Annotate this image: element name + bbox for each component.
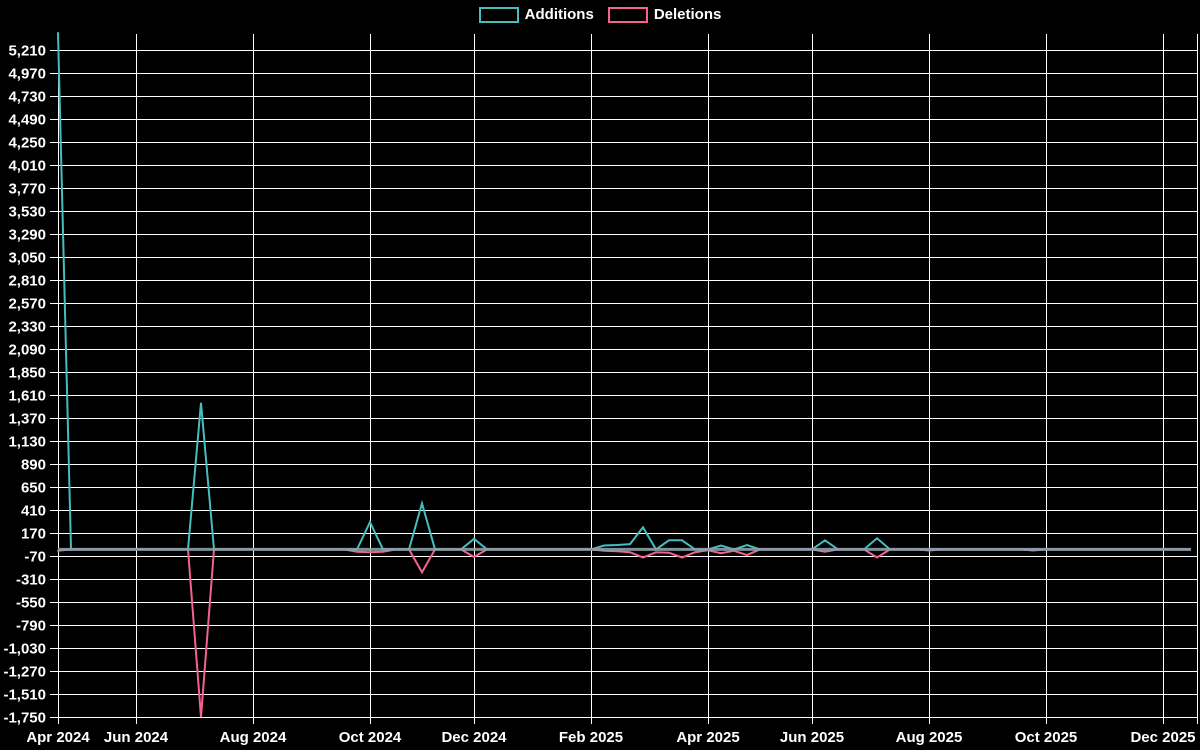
- y-axis-tick-label: 4,010: [8, 158, 46, 175]
- y-axis-tick-label: 650: [21, 480, 46, 497]
- x-axis-tick-label: Oct 2024: [339, 729, 402, 746]
- x-axis-tick-label: Oct 2025: [1015, 729, 1078, 746]
- y-axis-tick-label: 410: [21, 503, 46, 520]
- x-axis-tick-label: Jun 2025: [780, 729, 844, 746]
- x-axis-tick-label: Apr 2024: [26, 729, 90, 746]
- y-axis-tick-label: 4,490: [8, 112, 46, 129]
- y-axis-tick-label: 5,210: [8, 43, 46, 60]
- y-axis-tick-label: 890: [21, 457, 46, 474]
- y-axis-tick-label: -790: [16, 618, 46, 635]
- additions-swatch-icon: [478, 7, 519, 23]
- y-axis-tick-label: 3,050: [8, 250, 46, 267]
- legend-label-deletions: Deletions: [653, 6, 722, 23]
- y-axis-tick-label: 1,130: [8, 434, 46, 451]
- y-axis-tick-label: 3,290: [8, 227, 46, 244]
- y-axis-tick-label: 4,250: [8, 135, 46, 152]
- y-axis-tick-label: -70: [24, 549, 46, 566]
- y-axis-tick-label: -1,030: [3, 641, 46, 658]
- y-axis-tick-label: 1,370: [8, 411, 46, 428]
- x-axis-tick-label: Aug 2025: [896, 729, 963, 746]
- y-axis-tick-label: 2,570: [8, 296, 46, 313]
- legend-item-deletions[interactable]: Deletions: [607, 6, 722, 23]
- x-axis-tick-label: Apr 2025: [676, 729, 739, 746]
- y-axis-tick-label: 2,810: [8, 273, 46, 290]
- y-axis-tick-label: -1,270: [3, 664, 46, 681]
- y-axis-tick-label: 2,090: [8, 342, 46, 359]
- y-axis-tick-label: 2,330: [8, 319, 46, 336]
- y-axis-tick-label: 4,970: [8, 66, 46, 83]
- chart-legend: Additions Deletions: [0, 7, 1200, 23]
- y-axis-tick-label: -1,750: [3, 710, 46, 727]
- x-axis-tick-label: Aug 2024: [220, 729, 287, 746]
- y-axis-tick-label: 3,770: [8, 181, 46, 198]
- y-axis-tick-label: 4,730: [8, 89, 46, 106]
- y-axis-tick-label: -550: [16, 595, 46, 612]
- x-axis-tick-label: Dec 2025: [1130, 729, 1195, 746]
- y-axis-tick-label: 170: [21, 526, 46, 543]
- legend-label-additions: Additions: [524, 6, 594, 23]
- x-axis-tick-label: Feb 2025: [559, 729, 623, 746]
- y-axis-tick-label: -310: [16, 572, 46, 589]
- y-axis-tick-label: -1,510: [3, 687, 46, 704]
- x-axis-tick-label: Jun 2024: [104, 729, 169, 746]
- y-axis-tick-label: 1,850: [8, 365, 46, 382]
- y-axis-tick-label: 1,610: [8, 388, 46, 405]
- deletions-swatch-icon: [607, 7, 648, 23]
- legend-item-additions[interactable]: Additions: [478, 6, 594, 23]
- y-axis-tick-label: 3,530: [8, 204, 46, 221]
- x-axis-tick-label: Dec 2024: [441, 729, 507, 746]
